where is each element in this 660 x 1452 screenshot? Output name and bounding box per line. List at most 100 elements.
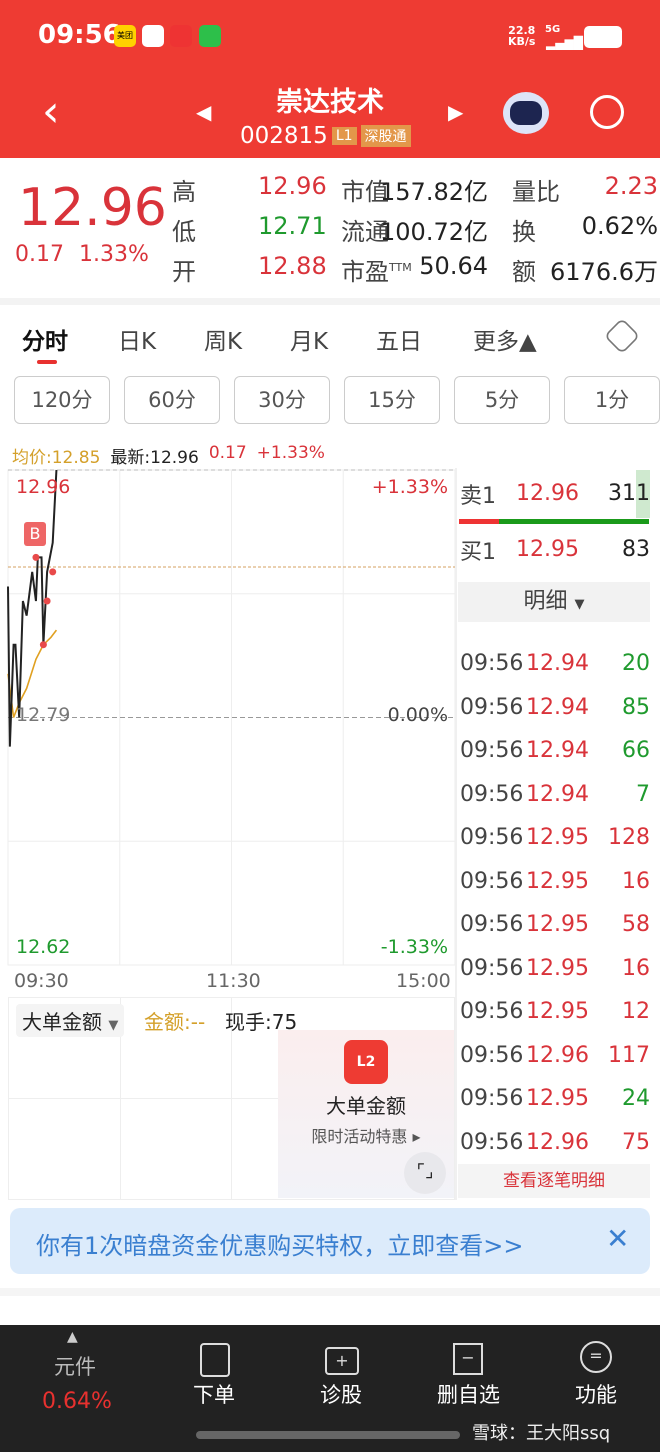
promo-subtitle: 限时活动特惠 ▸ <box>311 1127 421 1146</box>
latest-change: 0.17 <box>208 443 247 463</box>
quote-label: 额 <box>512 258 536 286</box>
nav-functions[interactable]: 功能 <box>575 1383 617 1407</box>
tick-row: 09:56 12.95 128 <box>460 825 650 851</box>
active-tab-indicator <box>37 360 57 364</box>
latest-price: 最新:12.96 <box>110 448 199 468</box>
trade-point <box>32 553 40 561</box>
stock-code: 002815 <box>240 123 328 149</box>
quote-label: 流通 <box>341 218 389 246</box>
tab-0[interactable]: 分时 <box>22 329 68 355</box>
y-label-mid: 12.79 <box>16 704 71 726</box>
meituan-icon: 美团 <box>114 25 136 47</box>
view-all-ticks-link[interactable]: 查看逐笔明细 <box>458 1164 650 1198</box>
quote-value: 157.82亿 <box>380 178 488 206</box>
indicator-selector[interactable]: 大单金额 ▼ <box>16 1004 125 1037</box>
expand-icon[interactable]: ⌜⌟ <box>404 1152 446 1194</box>
quote-label: 市盈TTM <box>341 258 412 286</box>
pct-label-mid: 0.00% <box>387 704 448 726</box>
subtab-4[interactable]: 5分 <box>454 376 550 424</box>
related-stock-label[interactable]: 元件 <box>54 1355 96 1379</box>
detail-dropdown[interactable]: 明细 ▼ <box>458 582 650 622</box>
status-time: 09:56 <box>38 20 121 50</box>
subtab-5[interactable]: 1分 <box>564 376 660 424</box>
quote-value: 50.64 <box>419 252 488 280</box>
bottom-bar: ▲ 元件 0.64% 下单 + 诊股 − 删自选 = 功能 雪球：王大阳ssq <box>0 1325 660 1452</box>
tick-row: 09:56 12.96 75 <box>460 1129 650 1155</box>
nav-diagnose[interactable]: 诊股 <box>320 1383 362 1407</box>
intraday-chart[interactable] <box>0 465 456 997</box>
quote-value: 6176.6万 <box>550 258 658 286</box>
subtab-2[interactable]: 30分 <box>234 376 330 424</box>
order-ratio-bar <box>459 519 649 524</box>
pct-label-top: +1.33% <box>371 476 448 498</box>
tab-4[interactable]: 五日 <box>376 329 422 355</box>
amount-value: 金额:-- <box>144 1010 206 1034</box>
y-label-top: 12.96 <box>16 476 71 498</box>
chart-info: 均价:12.85 最新:12.96 0.17 +1.33% <box>12 443 325 468</box>
header-bar: 09:56 美团 22.8 KB/s 5G ▂▄▆█ ‹ ◀ ▶ 崇达技术 002… <box>0 0 660 158</box>
network-type: 5G <box>545 24 561 35</box>
quote-label: 换 <box>512 218 536 246</box>
subtab-1[interactable]: 60分 <box>124 376 220 424</box>
bid-row: 买1 12.95 83 <box>460 537 650 565</box>
tab-5[interactable]: 更多▲ <box>473 329 537 355</box>
tick-row: 09:56 12.94 20 <box>460 651 650 677</box>
nav-order[interactable]: 下单 <box>193 1383 235 1407</box>
tick-row: 09:56 12.95 24 <box>460 1086 650 1112</box>
buy-marker[interactable]: B <box>24 522 46 546</box>
x-tick: 09:30 <box>14 970 69 992</box>
order-icon <box>200 1343 230 1377</box>
promo-banner[interactable]: 你有1次暗盘资金优惠购买特权，立即查看>> ✕ <box>10 1208 650 1274</box>
l2-icon: L2 <box>344 1040 388 1084</box>
price-change-pct: 1.33% <box>79 242 149 267</box>
search-icon[interactable] <box>590 95 624 129</box>
expand-up-icon[interactable]: ▲ <box>67 1329 78 1345</box>
trade-point <box>39 641 47 649</box>
price-line <box>7 469 58 747</box>
banner-text: 你有1次暗盘资金优惠购买特权，立即查看>> <box>36 1232 524 1260</box>
quote-label: 低 <box>172 218 196 246</box>
quote-label: 高 <box>172 178 196 206</box>
x-tick: 15:00 <box>396 970 451 992</box>
tab-2[interactable]: 周K <box>204 329 243 355</box>
quote-value: 12.71 <box>258 212 327 240</box>
latest-pct: +1.33% <box>256 443 325 463</box>
tick-row: 09:56 12.95 16 <box>460 955 650 981</box>
close-icon[interactable]: ✕ <box>606 1222 630 1255</box>
signal-icon: ▂▄▆█ <box>546 36 583 50</box>
back-icon[interactable]: ‹ <box>42 86 60 137</box>
settings-icon[interactable] <box>603 317 641 355</box>
tab-3[interactable]: 月K <box>290 329 329 355</box>
tick-row: 09:56 12.95 16 <box>460 868 650 894</box>
subtab-3[interactable]: 15分 <box>344 376 440 424</box>
tick-row: 09:56 12.95 58 <box>460 912 650 938</box>
menu-icon: = <box>580 1341 612 1373</box>
divider <box>0 298 660 305</box>
quote-value: 100.72亿 <box>380 218 488 246</box>
assistant-robot-icon[interactable] <box>503 92 549 134</box>
connect-badge: 深股通 <box>360 125 411 147</box>
price-change: 0.17 <box>15 242 64 267</box>
quote-label: 开 <box>172 258 196 286</box>
related-stock-pct: 0.64% <box>42 1389 112 1414</box>
next-stock-icon[interactable]: ▶ <box>448 100 464 124</box>
battery-icon <box>584 26 622 48</box>
home-indicator[interactable] <box>196 1431 460 1439</box>
tick-row: 09:56 12.94 66 <box>460 738 650 764</box>
subtab-0[interactable]: 120分 <box>14 376 110 424</box>
quote-value: 0.62% <box>581 212 658 240</box>
trade-point <box>49 568 57 576</box>
prev-stock-icon[interactable]: ◀ <box>196 100 212 124</box>
current-price: 12.96 <box>18 178 167 238</box>
tick-row: 09:56 12.95 12 <box>460 999 650 1025</box>
app-icon <box>170 25 192 47</box>
tick-row: 09:56 12.94 7 <box>460 781 650 807</box>
trade-point <box>43 597 51 605</box>
tab-1[interactable]: 日K <box>118 329 157 355</box>
tick-row: 09:56 12.94 85 <box>460 694 650 720</box>
remove-watchlist-icon: − <box>453 1343 483 1375</box>
quote-value: 12.88 <box>258 252 327 280</box>
y-label-bottom: 12.62 <box>16 936 71 958</box>
quote-value: 2.23 <box>604 172 658 200</box>
nav-remove-watchlist[interactable]: 删自选 <box>437 1383 500 1407</box>
